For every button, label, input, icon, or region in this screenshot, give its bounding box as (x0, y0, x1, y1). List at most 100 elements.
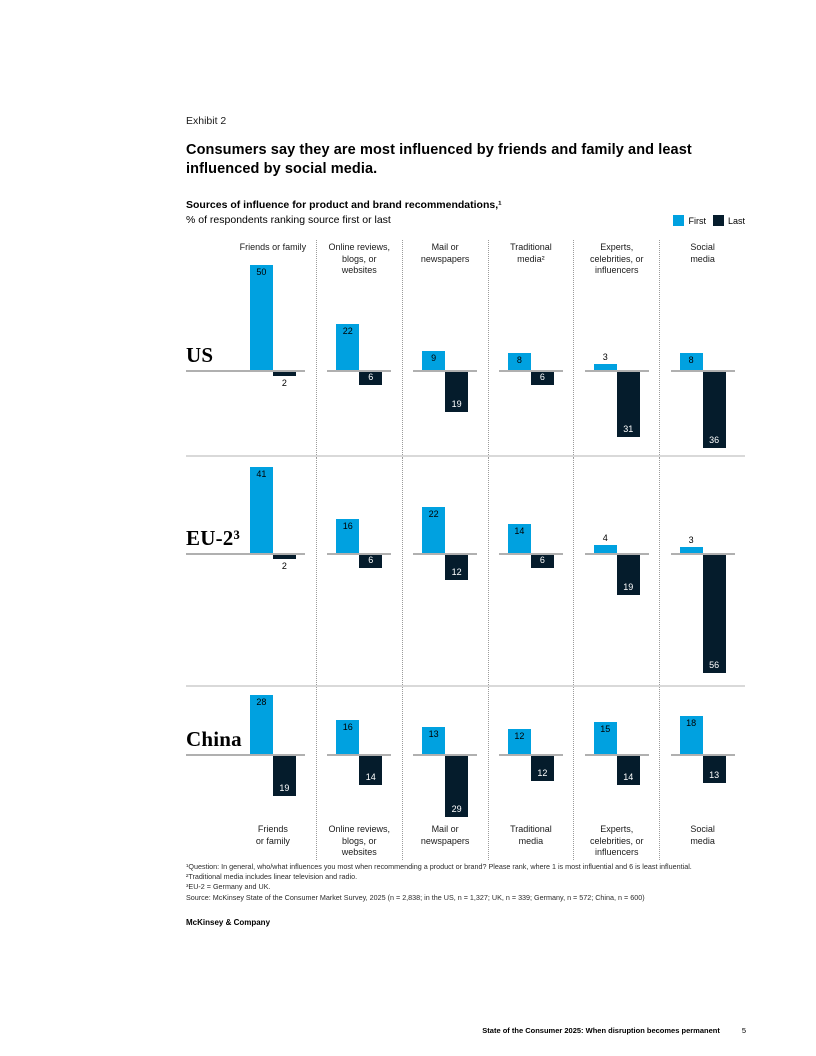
category-column: Social media 18 13 (659, 687, 745, 860)
column-axis (498, 370, 563, 372)
column-axis (584, 754, 649, 756)
last-bar: 14 (616, 756, 640, 785)
column-header: Traditional media² (510, 242, 552, 264)
column-axis (413, 754, 478, 756)
bar-value-label: 56 (709, 660, 720, 670)
column-footer-label: Traditional media (510, 824, 552, 846)
category-column: Mail or newspapers 9 19 (401, 240, 488, 455)
last-bar: 19 (616, 555, 640, 595)
column-axis (413, 553, 478, 555)
category-column: Traditional media 12 12 (487, 687, 574, 860)
last-bar (272, 555, 296, 559)
footnote-line: ¹Question: In general, who/what influenc… (186, 862, 692, 871)
bar-value-label: 19 (279, 783, 290, 793)
bar-value-label: 19 (623, 582, 634, 592)
bar-value-label: 14 (514, 526, 525, 536)
chart-unit-label: % of respondents ranking source first or… (186, 214, 391, 226)
category-column: Online reviews, blogs, or websites 16 14 (315, 687, 402, 860)
row-label-cell: China (186, 687, 242, 860)
column-axis (327, 370, 392, 372)
first-bar: 12 (507, 729, 531, 754)
category-column: Online reviews, blogs, or websites 22 6 (315, 240, 402, 455)
footnote-line: ²Traditional media includes linear telev… (186, 872, 358, 882)
first-bar: 50 (249, 265, 273, 370)
first-bar: 16 (336, 519, 360, 553)
bar-value-label: 3 (688, 535, 694, 545)
first-bar: 9 (422, 351, 446, 370)
row-label-eu-2: EU-2³ (186, 526, 240, 550)
chart-subtitle: Sources of influence for product and bra… (186, 199, 502, 211)
last-bar: 6 (530, 555, 554, 568)
column-footer-label: Online reviews, blogs, or websites (328, 824, 390, 858)
column-axis (670, 370, 735, 372)
last-bar: 31 (616, 372, 640, 437)
column-axis (670, 553, 735, 555)
first-bar (593, 545, 617, 553)
row-label-cell: US (186, 240, 230, 455)
legend-item-last: Last (712, 215, 745, 226)
bar-value-label: 41 (256, 469, 267, 479)
bar-value-label: 2 (281, 561, 287, 571)
bar-value-label: 6 (539, 372, 545, 382)
diverging-bar-chart: US Friends or family 50 2 Online reviews, bl… (186, 240, 745, 860)
column-axis (186, 754, 305, 756)
footnotes: ¹Question: In general, who/what influenc… (186, 862, 745, 903)
category-column: Friends or family 28 19 (186, 687, 316, 860)
legend-item-first: First (673, 215, 706, 226)
column-axis (498, 553, 563, 555)
category-column: Experts, celebrities, or influencers 15 14 (573, 687, 659, 860)
first-bar (679, 547, 703, 553)
bar-value-label: 14 (365, 772, 376, 782)
exhibit-label: Exhibit 2 (186, 115, 227, 127)
column-axis (413, 370, 478, 372)
column-footer-label: Social media (690, 824, 715, 846)
bar-value-label: 8 (688, 355, 694, 365)
category-column: Mail or newspapers 13 29 (401, 687, 488, 860)
category-column: 41 2 (186, 457, 316, 685)
last-bar: 19 (272, 756, 296, 796)
column-axis (670, 754, 735, 756)
column-axis (327, 553, 392, 555)
first-bar: 28 (249, 695, 273, 754)
bar-value-label: 15 (600, 724, 611, 734)
row-label-china: China (186, 727, 242, 751)
column-axis (498, 754, 563, 756)
last-bar: 6 (359, 555, 383, 568)
bar-value-label: 18 (686, 718, 697, 728)
row-divider (186, 685, 745, 687)
category-column: 4 19 (573, 457, 659, 685)
bar-value-label: 50 (256, 267, 267, 277)
bar-value-label: 28 (256, 697, 267, 707)
bar-value-label: 31 (623, 424, 634, 434)
column-axis (186, 370, 305, 372)
column-header: Friends or family (239, 242, 307, 252)
footer-document-title: State of the Consumer 2025: When disrupt… (482, 1026, 720, 1035)
first-bar: 8 (679, 353, 703, 370)
category-column: Friends or family 50 2 (186, 240, 316, 455)
bar-value-label: 16 (342, 722, 353, 732)
bar-value-label: 12 (537, 768, 548, 778)
column-axis (584, 553, 649, 555)
legend-last-swatch (712, 215, 724, 226)
last-bar: 56 (702, 555, 726, 673)
first-bar: 8 (507, 353, 531, 370)
row-label-cell: EU-2³ (186, 457, 240, 685)
last-bar: 6 (359, 372, 383, 385)
legend-last-label: Last (727, 215, 745, 226)
last-bar: 19 (445, 372, 469, 412)
category-column: 16 6 (315, 457, 402, 685)
column-footer-label: Friends or family (255, 824, 290, 846)
bar-value-label: 12 (451, 567, 462, 577)
bar-value-label: 36 (709, 435, 720, 445)
column-header: Mail or newspapers (420, 242, 470, 264)
first-bar: 13 (422, 727, 446, 754)
column-axis (584, 370, 649, 372)
column-footer-label: Mail or newspapers (420, 824, 470, 846)
page-footer: State of the Consumer 2025: When disrupt… (482, 1026, 746, 1035)
legend: First Last (673, 215, 745, 226)
bar-value-label: 2 (281, 378, 287, 388)
bar-value-label: 6 (368, 555, 374, 565)
last-bar: 12 (530, 756, 554, 781)
last-bar: 13 (702, 756, 726, 783)
